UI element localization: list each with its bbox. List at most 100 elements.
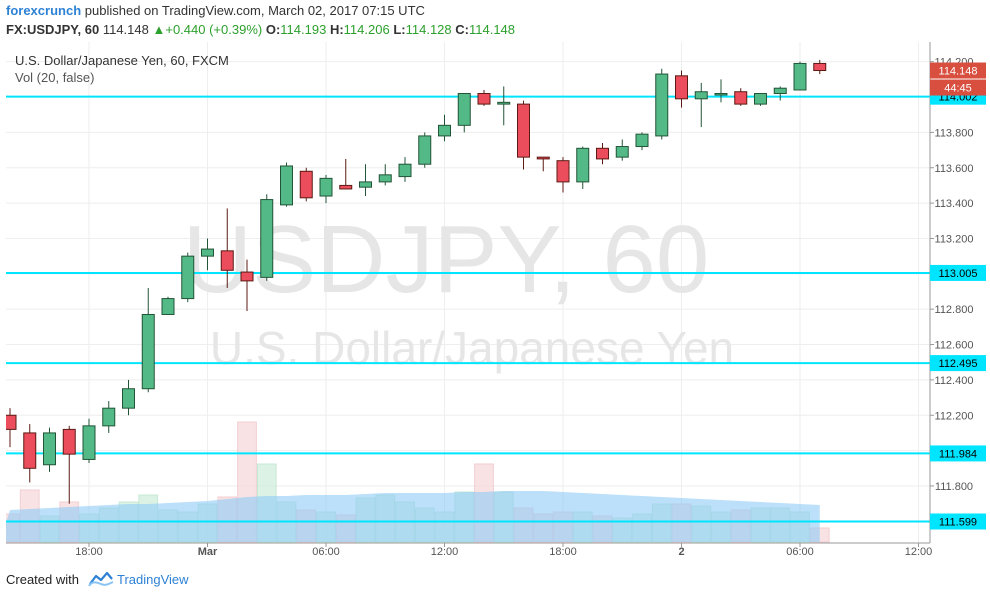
time-tick-label: Mar xyxy=(198,546,218,558)
candle xyxy=(596,143,609,165)
candle-body xyxy=(62,428,76,455)
symbol-label: FX:USDJPY, 60 xyxy=(6,22,100,37)
candle-body xyxy=(260,199,274,278)
price-change: +0.440 (+0.39%) xyxy=(165,22,263,37)
price-tick-label: 112.400 xyxy=(935,375,974,387)
candle-body xyxy=(141,313,155,390)
candle xyxy=(220,208,234,288)
watermark-name: U.S. Dollar/Japanese Yen xyxy=(210,322,734,374)
candle xyxy=(635,132,649,151)
candle xyxy=(813,59,827,75)
price-tick-label: 112.600 xyxy=(935,340,974,352)
candle-body xyxy=(813,62,827,72)
candle-body xyxy=(339,184,353,190)
time-tick-label: 2 xyxy=(678,546,684,558)
candle-body xyxy=(23,432,37,469)
candlestick-chart[interactable]: USDJPY, 60 U.S. Dollar/Japanese Yen 114.… xyxy=(6,42,990,564)
candle xyxy=(438,114,451,142)
candle xyxy=(122,379,135,416)
candle xyxy=(240,259,254,311)
candle xyxy=(615,139,629,161)
level-label: 111.599 xyxy=(939,516,977,528)
time-tick-label: 18:00 xyxy=(549,546,577,558)
candle-body xyxy=(280,165,293,206)
candle xyxy=(675,70,688,108)
level-label: 113.005 xyxy=(939,268,978,280)
candle-body xyxy=(161,298,175,315)
candle xyxy=(714,79,728,103)
candle-body xyxy=(497,101,511,105)
chart-area[interactable]: USDJPY, 60 U.S. Dollar/Japanese Yen 114.… xyxy=(6,42,990,564)
candle-body xyxy=(181,255,195,300)
price-tick-label: 111.800 xyxy=(935,481,973,493)
candle xyxy=(517,100,530,170)
candle xyxy=(260,194,274,281)
chart-title: U.S. Dollar/Japanese Yen, 60, FXCM xyxy=(15,53,229,68)
open-label: O: xyxy=(265,22,281,37)
tradingview-logo-icon[interactable] xyxy=(88,570,114,588)
candle xyxy=(102,401,116,433)
candle xyxy=(82,418,96,463)
high-label: H: xyxy=(329,22,344,37)
candle-body xyxy=(596,147,609,160)
time-tick-label: 12:00 xyxy=(905,546,933,558)
candle xyxy=(793,61,807,91)
candle-body xyxy=(734,91,748,105)
published-text: published on TradingView.com, March 02, … xyxy=(84,3,425,18)
candle-body xyxy=(615,146,629,158)
volume-ma-area xyxy=(6,491,820,542)
candle xyxy=(359,164,372,197)
candle-body xyxy=(754,93,767,105)
candle xyxy=(694,82,708,128)
candle-body xyxy=(517,103,530,158)
symbol-info: FX:USDJPY, 60 114.148 ▲+0.440 (+0.39%) O… xyxy=(6,22,515,37)
candle xyxy=(161,296,175,315)
high-value: 114.206 xyxy=(343,22,390,37)
candle-body xyxy=(576,147,590,183)
candle-body xyxy=(556,160,570,183)
candle xyxy=(497,86,511,126)
time-tick-label: 06:00 xyxy=(786,546,814,558)
candle-body xyxy=(122,388,135,409)
candle xyxy=(62,425,76,504)
candle xyxy=(43,427,56,472)
last-price-tag-label: 114.148 xyxy=(939,66,978,78)
candle xyxy=(477,89,491,106)
candles xyxy=(6,59,827,504)
time-axis: 18:00 Mar 06:00 12:00 18:00 2 06:00 12:00 xyxy=(75,543,932,558)
candle-body xyxy=(319,177,333,197)
candle xyxy=(556,157,570,193)
candle xyxy=(6,408,17,448)
price-tick-label: 112.800 xyxy=(935,304,974,316)
time-tick-label: 06:00 xyxy=(312,546,340,558)
candle xyxy=(201,238,214,271)
last-price-tag: 114.148 44:45 xyxy=(930,62,986,96)
level-label-bg xyxy=(930,355,986,372)
candle xyxy=(398,157,412,182)
candle-body xyxy=(457,93,471,126)
chart-header: forexcrunch published on TradingView.com… xyxy=(0,0,990,40)
candle-body xyxy=(418,135,432,165)
candle-body xyxy=(536,156,550,160)
watermark: USDJPY, 60 U.S. Dollar/Japanese Yen xyxy=(183,206,734,374)
publisher-name[interactable]: forexcrunch xyxy=(6,3,82,18)
level-label-bg xyxy=(930,264,986,281)
level-label: 112.495 xyxy=(939,358,978,370)
candle-body xyxy=(793,62,807,91)
candle-body xyxy=(438,124,451,137)
candle-body xyxy=(714,93,728,96)
candle xyxy=(181,252,195,303)
level-label-bg xyxy=(930,445,986,462)
low-value: 114.128 xyxy=(405,22,452,37)
candle xyxy=(457,93,471,133)
close-value: 114.148 xyxy=(468,22,516,37)
open-value: 114.193 xyxy=(280,22,327,37)
candle-body xyxy=(6,414,17,430)
tradingview-brand-link[interactable]: TradingView xyxy=(117,572,189,587)
countdown-tag-label: 44:45 xyxy=(944,83,972,95)
low-label: L: xyxy=(393,22,406,37)
candle xyxy=(141,287,155,393)
candle-body xyxy=(378,174,392,183)
candle-body xyxy=(299,170,313,199)
time-tick-label: 12:00 xyxy=(431,546,459,558)
